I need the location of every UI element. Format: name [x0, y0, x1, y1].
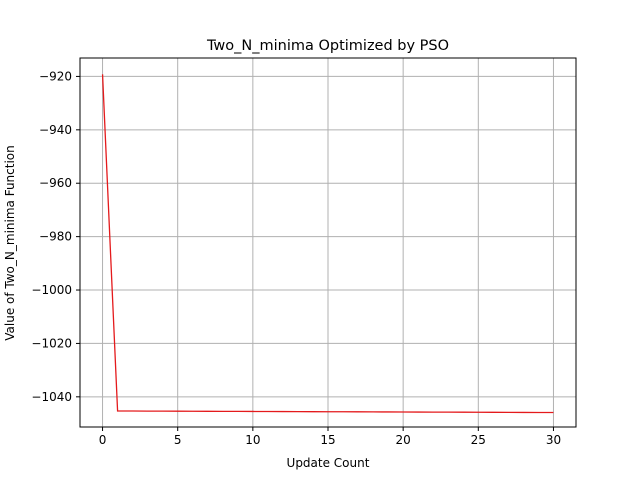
- y-tick-label: −1000: [31, 283, 72, 297]
- y-tick-label: −1040: [31, 390, 72, 404]
- x-tick-label: 20: [396, 433, 411, 447]
- x-tick-label: 5: [174, 433, 182, 447]
- y-tick-label: −920: [39, 69, 72, 83]
- x-tick-label: 30: [546, 433, 561, 447]
- x-tick-label: 0: [99, 433, 107, 447]
- grid-lines: [80, 58, 576, 427]
- y-tick-label: −940: [39, 123, 72, 137]
- x-axis-label: Update Count: [287, 456, 370, 470]
- axis-ticks: 0 5 10 15 20 25 30 −920 −940 −960 −980 −1000 −1020 −1…: [31, 69, 561, 447]
- y-tick-label: −980: [39, 230, 72, 244]
- y-axis-label: Value of Two_N_minima Function: [3, 145, 17, 341]
- y-tick-label: −960: [39, 176, 72, 190]
- chart-title: Two_N_minima Optimized by PSO: [206, 38, 449, 54]
- x-tick-label: 15: [320, 433, 335, 447]
- x-tick-label: 10: [245, 433, 260, 447]
- x-tick-label: 25: [471, 433, 486, 447]
- y-tick-label: −1020: [31, 336, 72, 350]
- series-layer: [101, 74, 554, 414]
- series-line: [101, 74, 554, 414]
